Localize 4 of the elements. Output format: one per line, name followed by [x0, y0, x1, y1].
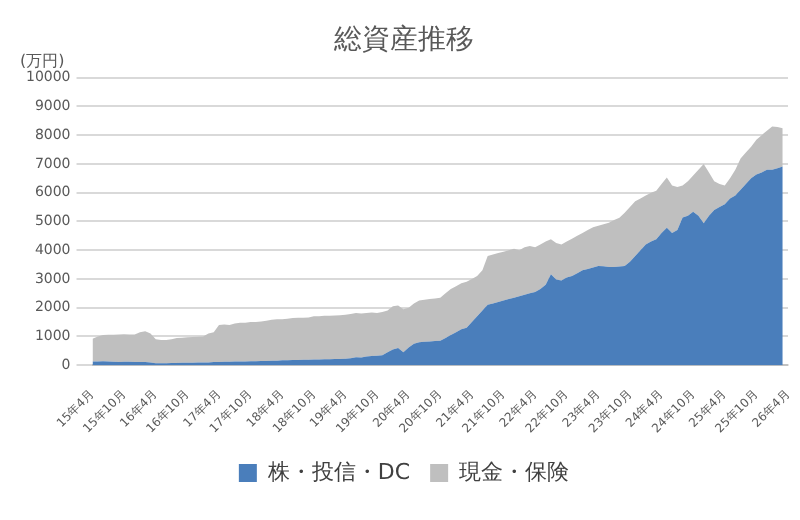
- legend-label: 株・投信・DC: [265, 458, 411, 485]
- chart-title: 総資産推移: [332, 24, 474, 57]
- y-axis-title: (万円): [20, 51, 65, 70]
- legend-label: 現金・保険: [459, 458, 570, 485]
